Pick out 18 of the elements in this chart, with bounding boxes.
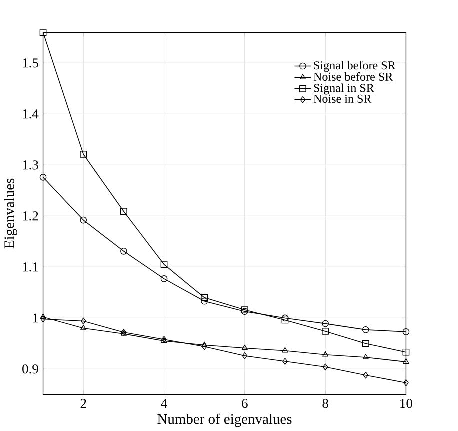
x-axis-title: Number of eigenvalues xyxy=(158,414,292,427)
y-tick-label: 1 xyxy=(33,314,38,323)
x-tick-label: 4 xyxy=(161,398,168,408)
x-tick-label: 8 xyxy=(322,398,328,408)
x-tick-label: 6 xyxy=(242,398,248,408)
x-tick-label: 2 xyxy=(80,398,86,408)
y-tick-label: 1.2 xyxy=(23,211,38,221)
y-tick-label: 1.5 xyxy=(23,58,38,68)
y-tick-label: 1.3 xyxy=(23,160,38,170)
legend-label: Noise before SR xyxy=(314,72,394,81)
legend-label: Signal before SR xyxy=(314,60,396,72)
legend-label: Noise in SR xyxy=(314,94,372,103)
x-tick-label: 10 xyxy=(400,398,412,408)
y-axis-title: Eigenvalues xyxy=(4,178,18,248)
y-tick-label: 1.1 xyxy=(23,262,38,272)
legend-label: Signal in SR xyxy=(314,84,374,95)
y-tick-label: 0.9 xyxy=(22,364,38,374)
y-tick-label: 1.4 xyxy=(23,110,39,119)
